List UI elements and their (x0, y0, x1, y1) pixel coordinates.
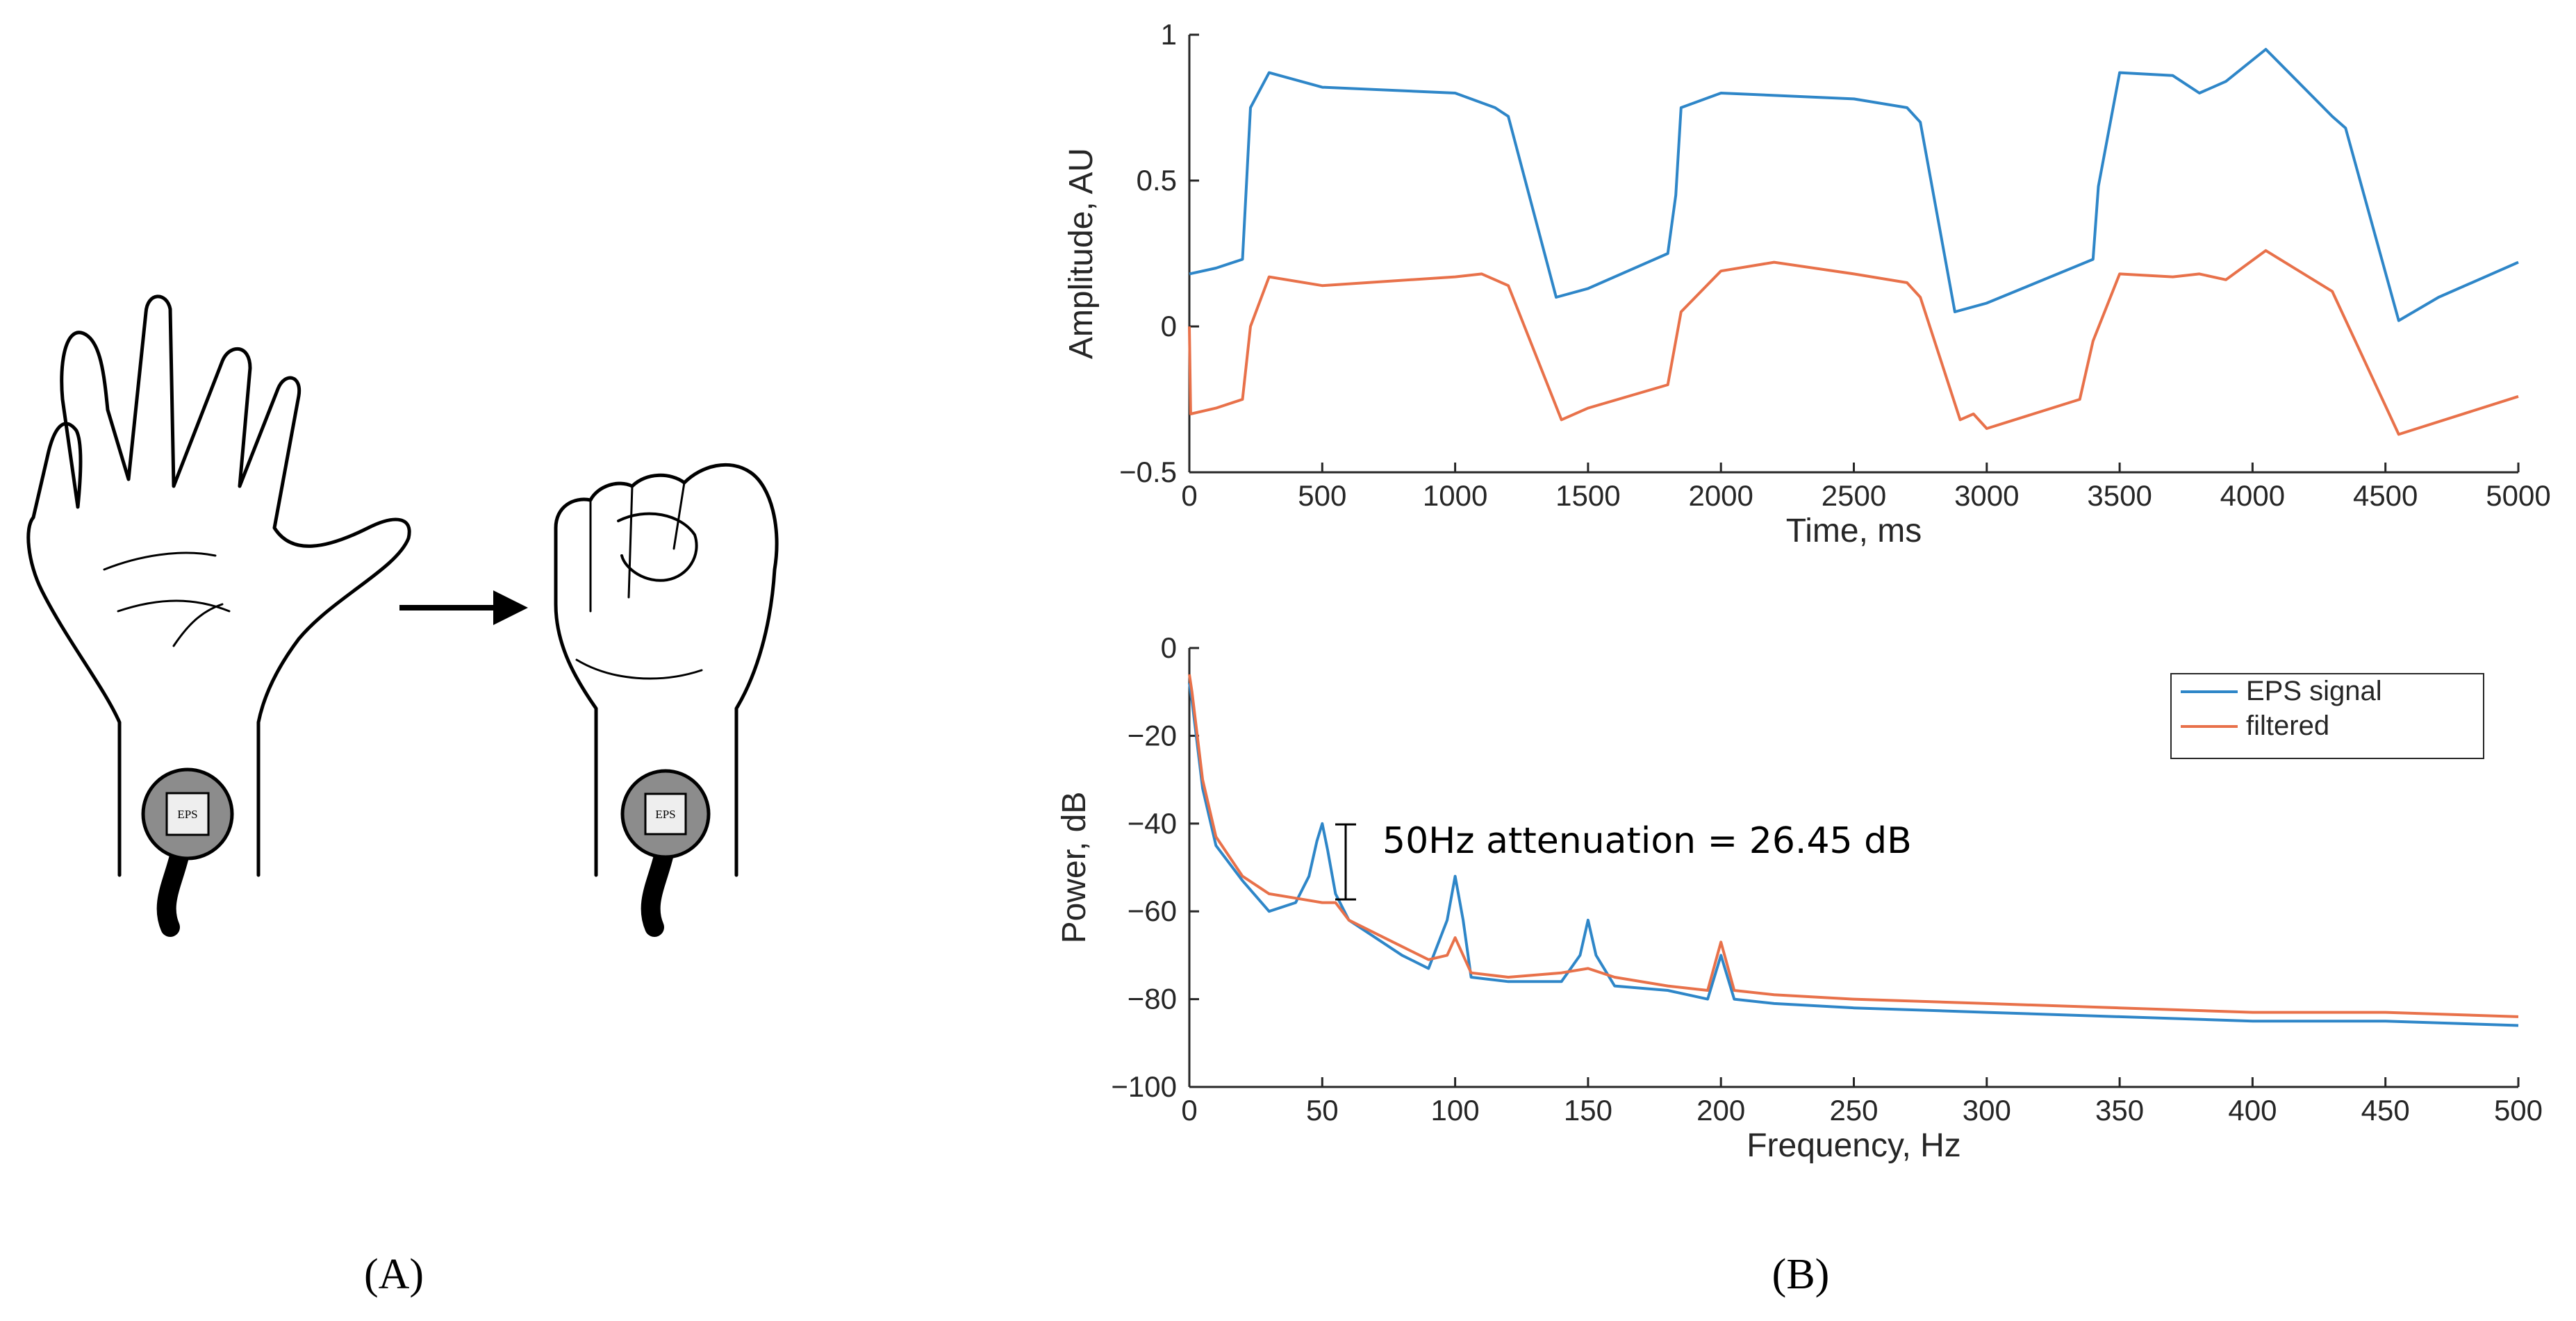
x-tick-label: 450 (2361, 1094, 2410, 1127)
y-tick-label: −20 (1128, 719, 1177, 751)
x-tick-label: 50 (1306, 1094, 1339, 1127)
cable-right (641, 841, 675, 937)
attenuation-label: 50Hz attenuation = 26.45 dB (1382, 820, 1912, 862)
series-line-eps-signal (1188, 683, 2519, 1027)
y-tick-label: 0 (1161, 631, 1177, 664)
x-tick-label: 500 (2494, 1094, 2543, 1127)
x-tick-label: 300 (1963, 1094, 2011, 1127)
cable-left (156, 841, 190, 937)
x-tick-label: 3500 (2087, 479, 2152, 512)
x-tick-label: 250 (1829, 1094, 1878, 1127)
sensor-right: EPS (620, 769, 711, 937)
sensor-label-right: EPS (655, 808, 675, 821)
x-axis-label: Time, ms (1786, 513, 1922, 549)
x-tick-label: 0 (1181, 1094, 1197, 1127)
y-tick-label: 0 (1161, 310, 1177, 342)
legend-box (2170, 673, 2484, 759)
panel-b-label: (B) (1772, 1251, 1830, 1298)
x-tick-label: 200 (1696, 1094, 1745, 1127)
series-line-eps-signal (1189, 48, 2519, 322)
x-tick-label: 1500 (1555, 479, 1620, 512)
x-tick-label: 500 (1298, 479, 1346, 512)
x-tick-label: 0 (1181, 479, 1197, 512)
chart-spectrum: 0 50 100 150 200 250 300 350 400 450 500 −100 −80 −60… (1056, 631, 2543, 1164)
x-tick-label: 5000 (2486, 479, 2550, 512)
y-axis-label: Power, dB (1056, 792, 1093, 944)
chart-time-domain: 0 500 1000 1500 2000 2500 3000 3500 4000 4500 5000… (1063, 18, 2551, 549)
x-tick-label: 350 (2095, 1094, 2144, 1127)
y-tick-label: −100 (1111, 1070, 1177, 1103)
x-tick-label: 2000 (1688, 479, 1753, 512)
y-tick-label: 1 (1161, 18, 1177, 51)
y-axis-label: Amplitude, AU (1063, 148, 1100, 359)
sensor-label-left: EPS (177, 808, 197, 821)
series-line-filtered (1188, 249, 2519, 436)
x-axis-label: Frequency, Hz (1747, 1127, 1961, 1164)
x-tick-label: 400 (2228, 1094, 2277, 1127)
x-tick-label: 150 (1564, 1094, 1612, 1127)
x-tick-label: 3000 (1954, 479, 2019, 512)
attenuation-annotation: 50Hz attenuation = 26.45 dB (1335, 820, 1912, 901)
legend-entry: EPS signal (2246, 676, 2382, 706)
panel-a-illustration: EPS EPS (A) (26, 294, 779, 1298)
panel-a-label: (A) (364, 1251, 424, 1298)
sensor-chip-left (165, 792, 210, 836)
y-tick-label: −0.5 (1119, 456, 1177, 488)
x-tick-label: 2500 (1822, 479, 1886, 512)
y-tick-label: −80 (1128, 983, 1177, 1015)
legend: EPS signal filtered (2170, 673, 2484, 759)
series-line-filtered (1188, 674, 2519, 1018)
arrow-right-icon (399, 590, 528, 625)
sensor-left: EPS (141, 767, 234, 937)
legend-entry: filtered (2246, 711, 2329, 741)
y-tick-label: −60 (1128, 895, 1177, 927)
y-tick-label: 0.5 (1137, 164, 1177, 197)
sensor-chip-right (644, 792, 687, 836)
x-tick-label: 1000 (1423, 479, 1487, 512)
x-tick-label: 100 (1431, 1094, 1480, 1127)
y-tick-label: −40 (1128, 807, 1177, 840)
x-tick-label: 4000 (2220, 479, 2285, 512)
x-tick-label: 4500 (2353, 479, 2418, 512)
